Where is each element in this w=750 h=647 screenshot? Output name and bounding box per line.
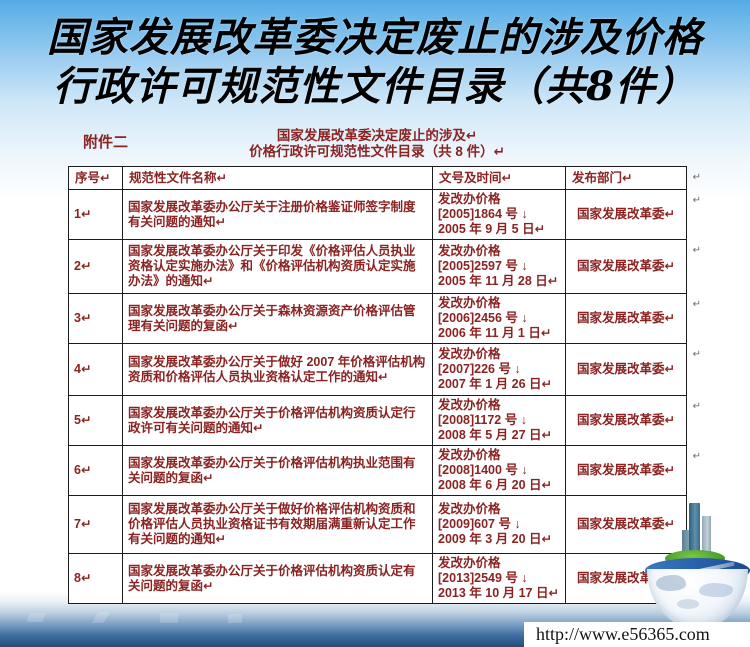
cell-dept-label: 国家发展改革委↵ bbox=[577, 311, 675, 325]
cell-name: 国家发展改革委办公厅关于印发《价格评估人员执业资格认定实施办法》和《价格评估机构… bbox=[122, 239, 433, 294]
skyscraper-icon bbox=[689, 503, 700, 561]
table-row: 4↵ 国家发展改革委办公厅关于做好 2007 年价格评估机构资质和价格评估人员执… bbox=[68, 343, 701, 396]
attachment-label: 附件二 bbox=[83, 134, 129, 151]
cell-name: 国家发展改革委办公厅关于价格评估机构资质认定行政许可有关问题的通知↵ bbox=[122, 395, 433, 446]
cell-dept-label: 国家发展改革委↵ bbox=[577, 207, 675, 221]
page-title-line2: 行政许可规范性文件目录（共8件） bbox=[53, 63, 697, 110]
cell-docno: 发改办价格 [2006]2456 号 ↓ 2006 年 11 月 1 日↵ bbox=[432, 293, 566, 344]
ocean-watermark-shape bbox=[26, 613, 46, 622]
header-docno: 文号及时间↵ bbox=[432, 166, 566, 190]
row-end-mark: ↵ bbox=[692, 349, 701, 360]
table-row: 5↵ 国家发展改革委办公厅关于价格评估机构资质认定行政许可有关问题的通知↵ 发改… bbox=[68, 395, 701, 446]
cell-name: 国家发展改革委办公厅关于做好 2007 年价格评估机构资质和价格评估人员执业资格… bbox=[122, 343, 433, 396]
ocean-watermark-shape bbox=[160, 613, 178, 623]
cell-docno: 发改办价格 [2013]2549 号 ↓ 2013 年 10 月 17 日↵ bbox=[432, 553, 566, 604]
cell-dept: 国家发展改革委↵ ↵ bbox=[565, 239, 701, 294]
cell-docno: 发改办价格 [2008]1400 号 ↓ 2008 年 6 月 20 日↵ bbox=[432, 445, 566, 496]
header-dept-label: 发布部门↵ bbox=[572, 170, 633, 185]
row-end-mark: ↵ bbox=[692, 245, 701, 256]
cell-name: 国家发展改革委办公厅关于做好价格评估机构资质和价格评估人员执业资格证书有效期届满… bbox=[122, 495, 433, 554]
cell-dept-label: 国家发展改革委↵ bbox=[577, 259, 675, 273]
table-row: 3↵ 国家发展改革委办公厅关于森林资源资产价格评估管理有关问题的复函↵ 发改办价… bbox=[68, 293, 701, 344]
cell-dept-label: 国家发展改革委↵ bbox=[577, 362, 675, 376]
header-seq: 序号↵ bbox=[68, 166, 123, 190]
header-dept: 发布部门↵ ↵ bbox=[565, 166, 701, 190]
cell-docno: 发改办价格 [2007]226 号 ↓ 2007 年 1 月 26 日↵ bbox=[432, 343, 566, 396]
cell-seq: 8↵ bbox=[68, 553, 123, 604]
cell-name: 国家发展改革委办公厅关于价格评估机构资质认定有关问题的复函↵ bbox=[122, 553, 433, 604]
cell-name: 国家发展改革委办公厅关于注册价格鉴证师签字制度有关问题的通知↵ bbox=[122, 189, 433, 240]
document-table-title-line2: 价格行政许可规范性文件目录（共 8 件）↵ bbox=[249, 144, 505, 159]
table-row: 1↵ 国家发展改革委办公厅关于注册价格鉴证师签字制度有关问题的通知↵ 发改办价格… bbox=[68, 189, 701, 240]
repealed-documents-table: 序号↵ 规范性文件名称↵ 文号及时间↵ 发布部门↵ ↵ 1↵ 国家发展改革委办公厅… bbox=[68, 166, 701, 604]
cell-seq: 4↵ bbox=[68, 343, 123, 396]
cell-seq: 1↵ bbox=[68, 189, 123, 240]
row-end-mark: ↵ bbox=[692, 299, 701, 310]
skyscraper-icon bbox=[682, 530, 689, 561]
cell-dept: 国家发展改革委↵ ↵ bbox=[565, 189, 701, 240]
cell-seq: 7↵ bbox=[68, 495, 123, 554]
map-landmass-icon bbox=[677, 599, 699, 609]
row-end-mark: ↵ bbox=[692, 451, 701, 462]
cell-seq: 2↵ bbox=[68, 239, 123, 294]
map-landmass-icon bbox=[699, 583, 733, 597]
globe-bowl-icon bbox=[647, 569, 748, 629]
document-table-title-line1: 国家发展改革委决定废止的涉及↵ bbox=[276, 128, 478, 143]
cell-docno: 发改办价格 [2008]1172 号 ↓ 2008 年 5 月 27 日↵ bbox=[432, 395, 566, 446]
ocean-watermark-shape bbox=[91, 612, 111, 623]
cell-seq: 6↵ bbox=[68, 445, 123, 496]
cell-seq: 5↵ bbox=[68, 395, 123, 446]
table-row: 2↵ 国家发展改革委办公厅关于印发《价格评估人员执业资格认定实施办法》和《价格评… bbox=[68, 239, 701, 294]
row-end-mark: ↵ bbox=[692, 172, 701, 183]
row-end-mark: ↵ bbox=[692, 401, 701, 412]
cell-dept-label: 国家发展改革委↵ bbox=[577, 463, 675, 477]
document-table-title: 国家发展改革委决定废止的涉及↵ 价格行政许可规范性文件目录（共 8 件）↵ bbox=[68, 128, 686, 160]
cell-docno: 发改办价格 [2005]2597 号 ↓ 2005 年 11 月 28 日↵ bbox=[432, 239, 566, 294]
cell-dept: 国家发展改革委↵ ↵ bbox=[565, 395, 701, 446]
cell-dept: 国家发展改革委↵ ↵ bbox=[565, 293, 701, 344]
header-name: 规范性文件名称↵ bbox=[122, 166, 433, 190]
cell-name: 国家发展改革委办公厅关于森林资源资产价格评估管理有关问题的复函↵ bbox=[122, 293, 433, 344]
cell-dept: 国家发展改革委↵ ↵ bbox=[565, 445, 701, 496]
cell-dept: 国家发展改革委↵ ↵ bbox=[565, 343, 701, 396]
watermark-url-text: http://www.e56365.com bbox=[536, 624, 710, 644]
table-row: 6↵ 国家发展改革委办公厅关于价格评估机构执业范围有关问题的复函↵ 发改办价格 … bbox=[68, 445, 701, 496]
page-title-line1: 国家发展改革委决定废止的涉及价格 bbox=[47, 14, 703, 61]
cell-dept-label: 国家发展改革委↵ bbox=[577, 517, 675, 531]
cell-seq: 3↵ bbox=[68, 293, 123, 344]
table-row: 7↵ 国家发展改革委办公厅关于做好价格评估机构资质和价格评估人员执业资格证书有效… bbox=[68, 495, 701, 554]
ocean-watermark-shape bbox=[228, 614, 242, 623]
page-title: 国家发展改革委决定废止的涉及价格 行政许可规范性文件目录（共8件） bbox=[0, 13, 750, 111]
table-row: 8↵ 国家发展改革委办公厅关于价格评估机构资质认定有关问题的复函↵ 发改办价格 … bbox=[68, 553, 701, 604]
table-header-row: 序号↵ 规范性文件名称↵ 文号及时间↵ 发布部门↵ ↵ bbox=[68, 166, 701, 190]
map-landmass-icon bbox=[656, 575, 686, 591]
cell-dept: 国家发展改革委↵↵ bbox=[565, 495, 701, 554]
cell-name: 国家发展改革委办公厅关于价格评估机构执业范围有关问题的复函↵ bbox=[122, 445, 433, 496]
cell-dept-label: 国家发展改革委↵ bbox=[577, 413, 675, 427]
globe-city-graphic bbox=[645, 503, 750, 634]
row-end-mark: ↵ bbox=[692, 195, 701, 206]
cell-docno: 发改办价格 [2005]1864 号 ↓ 2005 年 9 月 5 日↵ bbox=[432, 189, 566, 240]
watermark-url-bar: http://www.e56365.com bbox=[524, 622, 750, 647]
cell-docno: 发改办价格 [2009]607 号 ↓ 2009 年 3 月 20 日↵ bbox=[432, 495, 566, 554]
skyscraper-icon bbox=[702, 516, 711, 561]
